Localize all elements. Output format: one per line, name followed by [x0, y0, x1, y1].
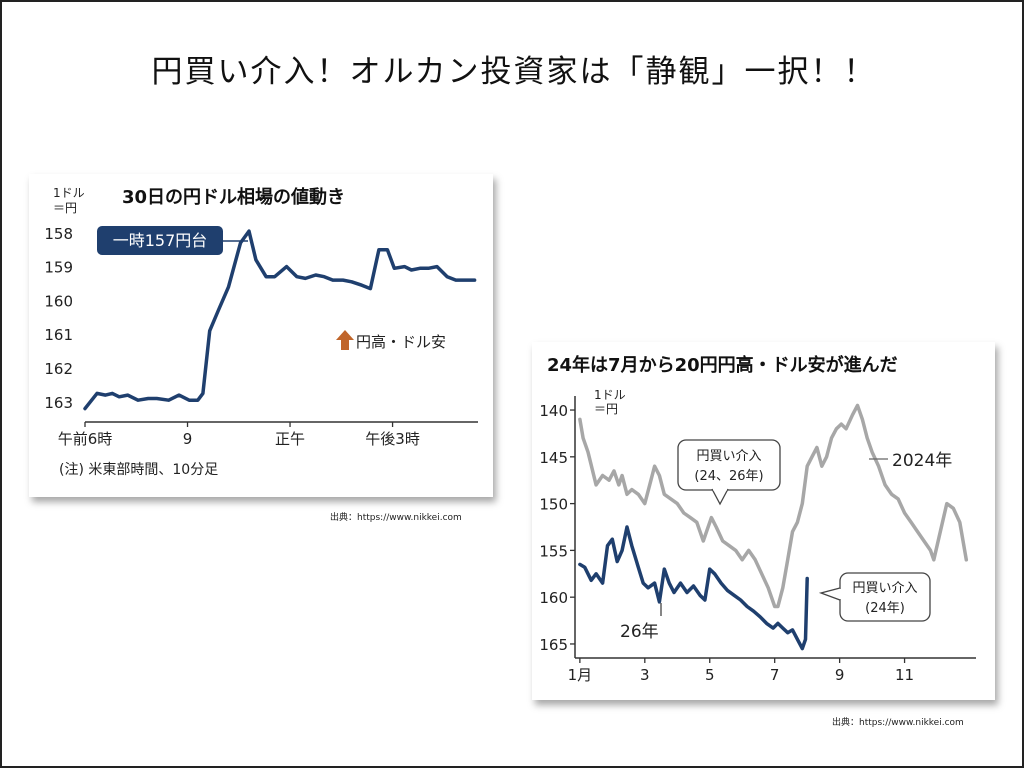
x-tick-labels: 午前6時 9 正午 午後3時 — [58, 422, 420, 448]
source-credit-1: 出典：https://www.nikkei.com — [330, 513, 462, 523]
y-tick-label: 165 — [539, 636, 568, 654]
callout-pointer — [818, 587, 841, 601]
annotation-badge-text: 一時157円台 — [113, 231, 208, 250]
y-tick-label: 160 — [539, 589, 568, 607]
callout-intervention-24-26: 円買い介入 (24、26年) — [677, 439, 781, 506]
y-tick-label: 161 — [44, 326, 73, 344]
chart-title: 30日の円ドル相場の値動き — [122, 186, 345, 208]
legend-text: 円高・ドル安 — [356, 333, 446, 351]
y-tick-label: 158 — [44, 225, 73, 243]
x-tick-label: 5 — [705, 666, 715, 684]
x-tick-label: 3 — [640, 666, 650, 684]
x-ticks: 1月 3 5 7 9 11 — [568, 658, 914, 684]
callout-text-2: (24年) — [865, 601, 905, 616]
series-lines — [83, 229, 477, 411]
y-unit-label-1: 1ドル — [53, 186, 85, 200]
chart-note: (注) 米東部時間、10分足 — [59, 462, 218, 478]
y-unit-label-1: 1ドル — [594, 388, 626, 402]
slide-title: 円買い介入！オルカン投資家は「静観」一択！！ — [151, 54, 877, 90]
x-tick-label: 9 — [835, 666, 845, 684]
y-tick-label: 145 — [539, 449, 568, 467]
y-tick-label: 160 — [44, 292, 73, 310]
y-tick-labels: 158 159 160 161 162 163 — [44, 225, 73, 412]
chart-card-annual: 24年は7月から20円円高・ドル安が進んだ 1ドル ＝円 140 145 150 15… — [532, 342, 995, 700]
y-unit-label-2: ＝円 — [594, 402, 618, 416]
x-tick-label: 9 — [183, 430, 193, 448]
chart-title: 24年は7月から20円円高・ドル安が進んだ — [547, 354, 898, 376]
y-tick-label: 155 — [539, 542, 568, 560]
callout-text-1: 円買い介入 — [852, 581, 917, 596]
x-tick-label: 午後3時 — [365, 430, 420, 448]
callout-box — [677, 439, 781, 491]
annotation-badge — [97, 226, 223, 255]
x-tick-label: 正午 — [275, 430, 305, 448]
y-unit-label-2: ＝円 — [53, 201, 77, 215]
callout-intervention-24: 円買い介入 (24年) — [818, 572, 931, 622]
chart-card-intraday: 1ドル ＝円 30日の円ドル相場の値動き 158 159 160 161 162 163 … — [29, 174, 493, 497]
y-tick-label: 150 — [539, 496, 568, 514]
y-ticks: 140 145 150 155 160 165 — [539, 402, 575, 654]
callout-pointer — [711, 488, 729, 506]
series-line-0 — [83, 229, 477, 411]
intraday-chart-svg: 1ドル ＝円 30日の円ドル相場の値動き 158159160161162163 … — [44, 186, 478, 478]
series-label-26: 26年 — [620, 622, 659, 642]
x-tick-label: 11 — [895, 666, 914, 684]
callout-text-2: (24、26年) — [694, 469, 763, 484]
callout-text-1: 円買い介入 — [696, 449, 761, 464]
y-tick-label: 162 — [44, 360, 73, 378]
y-tick-label: 140 — [539, 402, 568, 420]
x-tick-label: 午前6時 — [58, 430, 113, 448]
series-label-2024: 2024年 — [892, 451, 952, 471]
up-arrow-icon — [336, 330, 354, 350]
annual-chart-svg: 24年は7月から20円円高・ドル安が進んだ 1ドル ＝円 140 145 150 15… — [539, 354, 976, 684]
series-line-1 — [578, 525, 809, 651]
series-lines — [578, 403, 969, 651]
y-tick-label: 163 — [44, 394, 73, 412]
annotation-intraday-low: 一時157円台 — [97, 226, 248, 255]
y-tick-label: 159 — [44, 259, 73, 277]
source-credit-2: 出典：https://www.nikkei.com — [832, 718, 964, 728]
x-tick-label: 7 — [770, 666, 780, 684]
legend-strong-yen: 円高・ドル安 — [336, 330, 446, 351]
series-line-0 — [578, 403, 969, 609]
x-tick-label: 1月 — [568, 666, 593, 684]
